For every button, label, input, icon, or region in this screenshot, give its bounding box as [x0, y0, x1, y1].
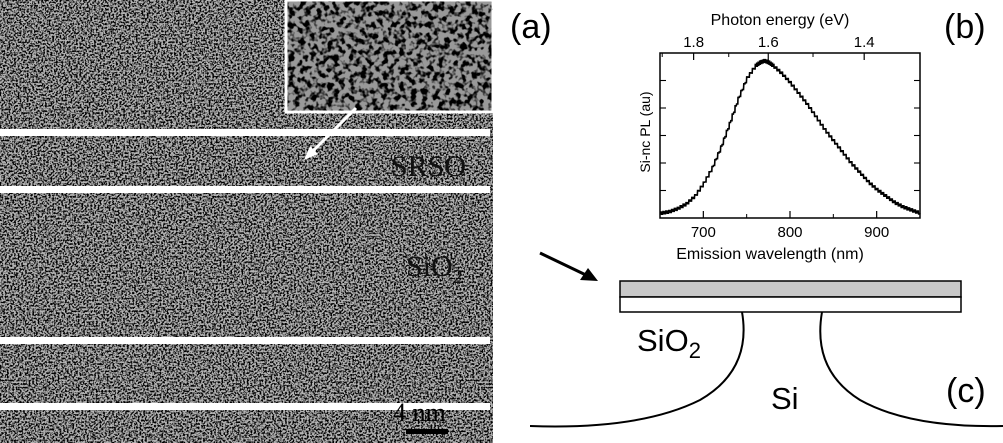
schematic-sio2-label: SiO2	[637, 323, 701, 364]
pointer-arrow	[539, 251, 589, 278]
x2-tick-label: 1.4	[854, 34, 875, 51]
bottom-axis-title: Emission wavelength (nm)	[676, 246, 864, 263]
srso-layer	[619, 280, 962, 298]
x-tick-label: 700	[691, 224, 716, 241]
x2-tick-label: 1.6	[758, 34, 779, 51]
device-schematic	[530, 251, 1003, 428]
scale-bar-label: 4 nm	[393, 398, 446, 427]
sio2-layer-label: SiO2	[406, 250, 463, 288]
si-pedestal-right	[819, 311, 1003, 428]
si-pedestal-left	[530, 311, 745, 428]
x2-tick-label: 1.8	[683, 34, 704, 51]
srso-layer-label: SRSO	[391, 150, 467, 183]
pl-series-line	[660, 58, 921, 215]
sio2-layer	[619, 296, 962, 313]
pl-spectrum-chart: Photon energy (eV) Emission wavelength (…	[637, 12, 921, 263]
scale-bar	[406, 429, 448, 434]
hrtem-inset	[284, 0, 493, 114]
schematic-si-label: Si	[771, 381, 799, 416]
panel-label-c: (c)	[946, 372, 986, 410]
tem-micrograph	[0, 0, 493, 443]
panel-label-a: (a)	[510, 8, 552, 46]
panel-label-b: (b)	[944, 8, 986, 46]
top-axis-title: Photon energy (eV)	[711, 12, 850, 29]
x-tick-label: 900	[864, 224, 889, 241]
y-axis-title: Si-nc PL (au)	[637, 91, 653, 172]
x-tick-label: 800	[777, 224, 802, 241]
layer-separators	[0, 129, 490, 410]
